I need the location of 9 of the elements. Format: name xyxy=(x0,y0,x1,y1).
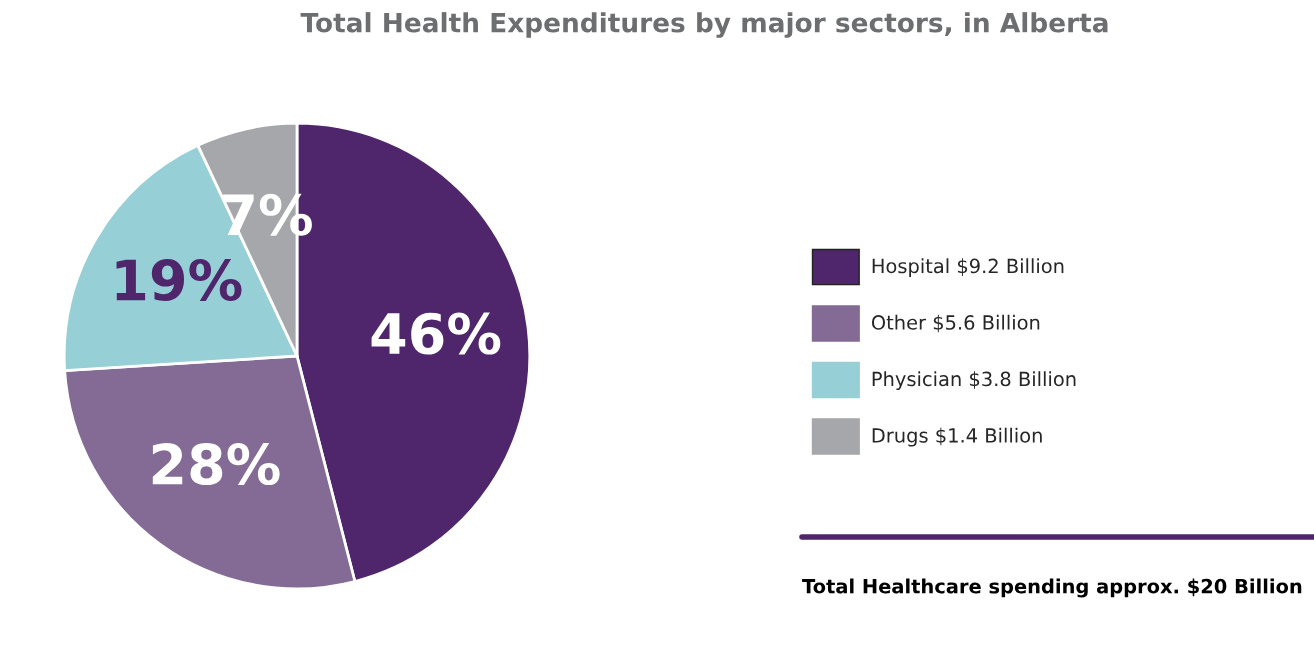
data-label: 46% xyxy=(371,312,501,355)
chart-title: Total Health Expenditures by major sectors, in Alberta xyxy=(300,12,1108,38)
data-label: 28% xyxy=(152,443,280,486)
legend-label: Physician $3.8 Billion xyxy=(872,371,1076,391)
data-label: 19% xyxy=(116,258,242,302)
legend-label: Hospital $9.2 Billion xyxy=(872,258,1064,278)
text: Total Healthcare spending approx. $20 Billion xyxy=(802,578,1302,598)
legend-label: Other $5.6 Billion xyxy=(871,314,1040,333)
legend-label: Drugs $1.4 Billion xyxy=(872,427,1042,447)
